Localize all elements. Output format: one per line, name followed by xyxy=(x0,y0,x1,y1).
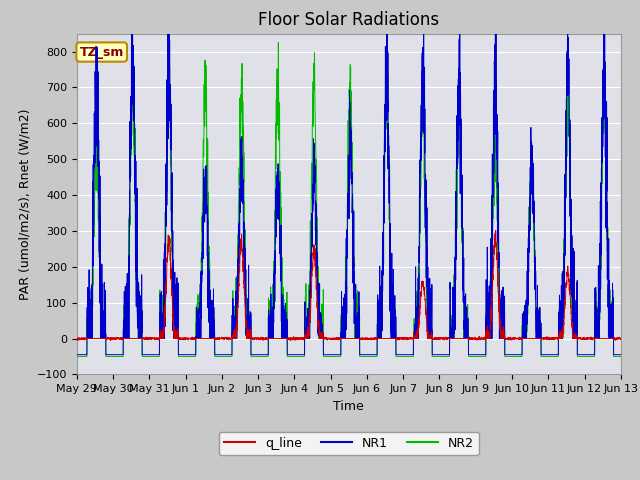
Y-axis label: PAR (umol/m2/s), Rnet (W/m2): PAR (umol/m2/s), Rnet (W/m2) xyxy=(18,108,31,300)
NR2 xyxy=(275,40,282,46)
NR2 xyxy=(441,354,449,360)
q_line xyxy=(441,335,449,341)
NR2 xyxy=(617,354,625,360)
q_line xyxy=(502,336,509,342)
q_line xyxy=(171,330,179,336)
NR1 xyxy=(471,352,479,358)
Legend: q_line, NR1, NR2: q_line, NR1, NR2 xyxy=(219,432,479,455)
q_line xyxy=(492,228,500,233)
Line: NR1: NR1 xyxy=(77,2,621,355)
NR1 xyxy=(440,352,448,358)
q_line xyxy=(471,336,479,342)
NR1 xyxy=(73,352,81,358)
q_line xyxy=(329,336,337,342)
Line: q_line: q_line xyxy=(77,230,621,340)
NR1 xyxy=(616,352,624,358)
NR1 xyxy=(502,352,509,358)
NR1 xyxy=(171,336,179,341)
Title: Floor Solar Radiations: Floor Solar Radiations xyxy=(258,11,440,29)
Line: NR2: NR2 xyxy=(77,43,621,357)
NR2 xyxy=(471,354,479,360)
NR2 xyxy=(73,354,81,360)
NR2 xyxy=(171,271,179,276)
NR2 xyxy=(329,354,337,360)
NR1 xyxy=(328,352,336,358)
q_line xyxy=(74,337,81,343)
NR1 xyxy=(564,0,572,5)
NR2 xyxy=(616,354,624,360)
q_line xyxy=(73,336,81,341)
Text: TZ_sm: TZ_sm xyxy=(79,46,124,59)
NR1 xyxy=(617,352,625,358)
X-axis label: Time: Time xyxy=(333,400,364,413)
NR2 xyxy=(502,354,509,360)
q_line xyxy=(617,337,625,343)
q_line xyxy=(616,336,624,341)
